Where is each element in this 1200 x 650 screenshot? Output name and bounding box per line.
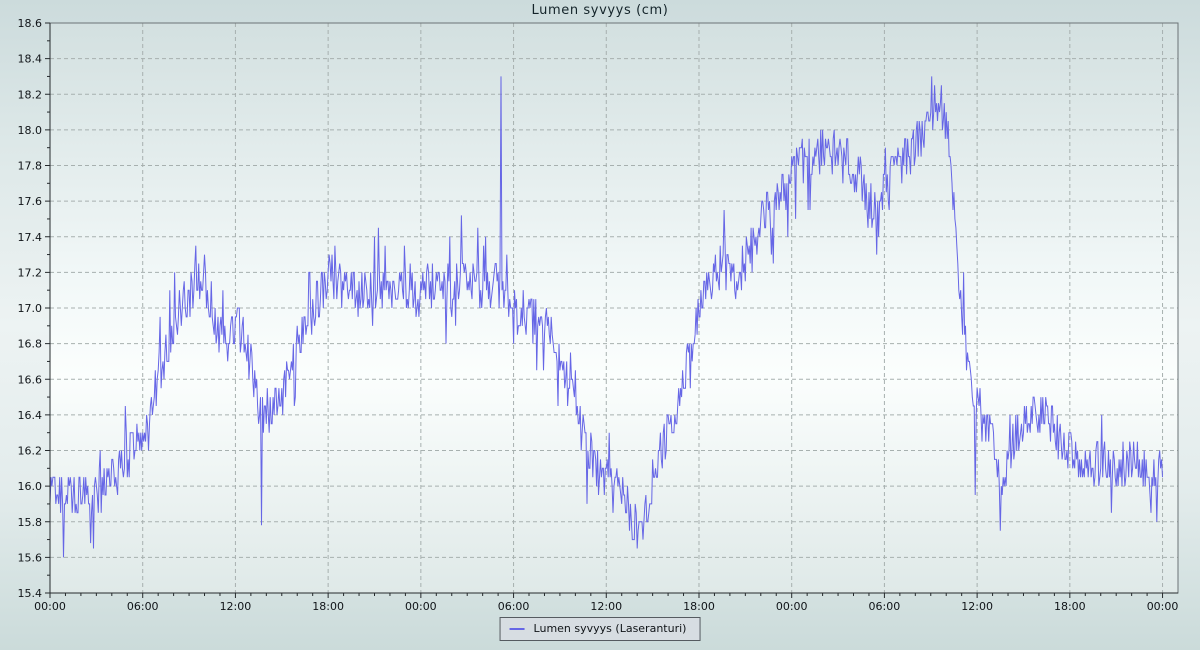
y-tick-label: 18.6 bbox=[18, 17, 43, 30]
x-tick-label: 06:00 bbox=[127, 600, 159, 613]
snow-depth-series bbox=[49, 76, 1163, 558]
x-tick-label: 06:00 bbox=[498, 600, 530, 613]
y-tick-label: 15.6 bbox=[18, 551, 43, 564]
y-tick-label: 17.8 bbox=[18, 160, 43, 173]
y-tick-label: 16.4 bbox=[18, 409, 43, 422]
x-tick-label: 18:00 bbox=[683, 600, 715, 613]
x-tick-label: 18:00 bbox=[312, 600, 344, 613]
y-tick-label: 16.0 bbox=[18, 480, 43, 493]
y-tick-label: 18.4 bbox=[18, 53, 43, 66]
y-tick-label: 17.0 bbox=[18, 302, 43, 315]
y-tick-label: 16.8 bbox=[18, 338, 43, 351]
y-tick-label: 15.8 bbox=[18, 516, 43, 529]
x-tick-label: 00:00 bbox=[405, 600, 437, 613]
y-tick-label: 18.2 bbox=[18, 88, 43, 101]
legend-box: Lumen syvyys (Laseranturi) bbox=[499, 617, 701, 641]
y-tick-label: 16.6 bbox=[18, 373, 43, 386]
x-tick-label: 12:00 bbox=[961, 600, 993, 613]
x-tick-label: 06:00 bbox=[869, 600, 901, 613]
y-tick-label: 17.4 bbox=[18, 231, 43, 244]
y-tick-label: 17.2 bbox=[18, 266, 43, 279]
y-tick-label: 16.2 bbox=[18, 445, 43, 458]
x-tick-label: 18:00 bbox=[1054, 600, 1086, 613]
x-tick-label: 12:00 bbox=[220, 600, 252, 613]
x-tick-label: 00:00 bbox=[34, 600, 66, 613]
chart-title: Lumen syvyys (cm) bbox=[531, 3, 669, 18]
x-tick-label: 00:00 bbox=[776, 600, 808, 613]
y-tick-label: 15.4 bbox=[18, 587, 43, 600]
legend-line-swatch bbox=[509, 627, 525, 630]
x-tick-label: 12:00 bbox=[590, 600, 622, 613]
x-tick-label: 00:00 bbox=[1147, 600, 1179, 613]
y-tick-label: 18.0 bbox=[18, 124, 43, 137]
legend-label: Lumen syvyys (Laseranturi) bbox=[533, 622, 687, 635]
y-tick-label: 17.6 bbox=[18, 195, 43, 208]
